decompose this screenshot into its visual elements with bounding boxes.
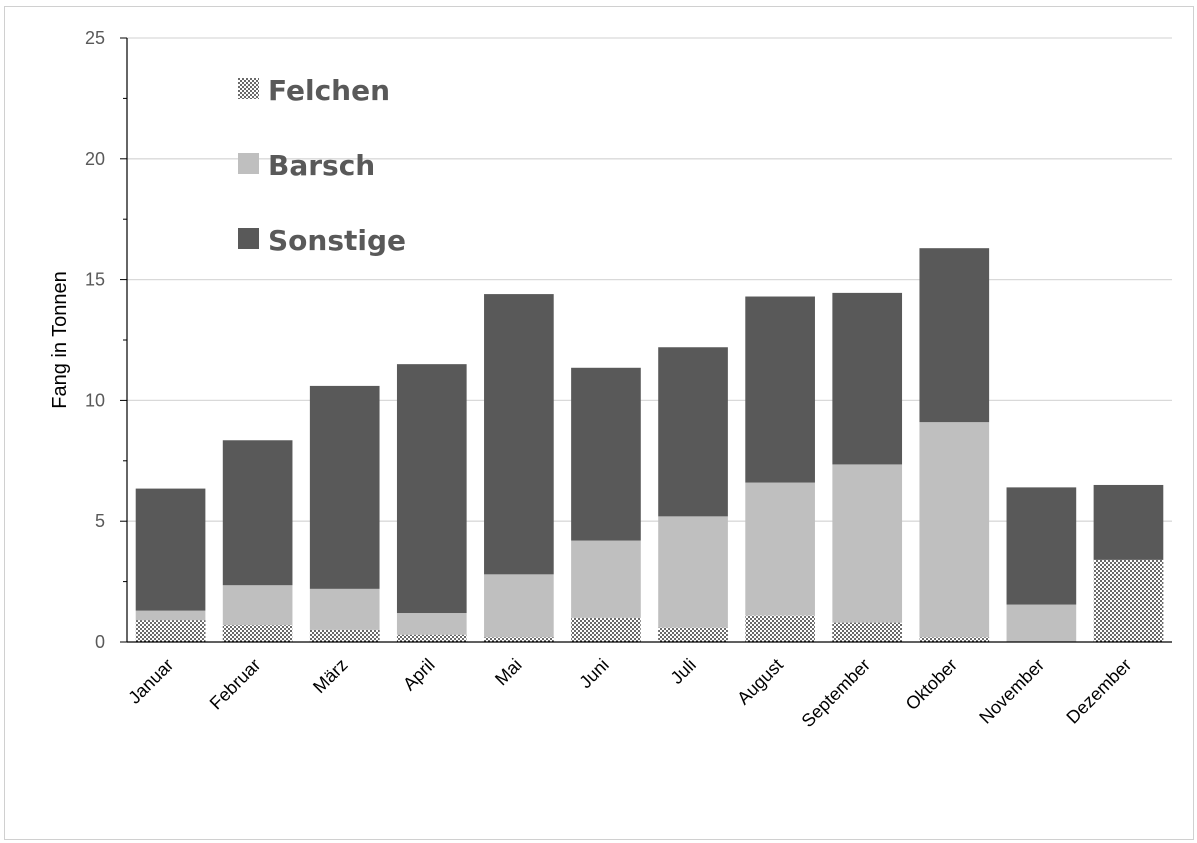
y-tick-label: 25 [85,28,105,48]
y-tick-labels: 0 5 10 15 20 25 [85,28,105,652]
x-tick-label: November [975,655,1048,728]
bars [135,248,1164,642]
bar-sonstige-juli [658,347,728,517]
x-tick-label: Juli [667,655,700,688]
bar-felchen-august [745,615,815,642]
bar-felchen-april [396,634,467,642]
bar-sonstige-september [832,292,903,465]
bar-barsch-januar [135,610,206,621]
bar-sonstige-mai [484,294,554,575]
bar-sonstige-februar [222,440,293,586]
bar-sonstige-april [396,364,467,614]
x-tick-label: März [309,655,351,697]
bar-barsch-juli [658,516,728,628]
x-tick-label: Oktober [902,655,961,714]
bar-sonstige-november [1006,487,1077,605]
bar-felchen-mai [484,637,554,642]
bar-felchen-oktober [919,637,990,642]
x-tick-labels: Januar Februar März April Mai Juni Juli August S… [124,655,1135,731]
bar-barsch-februar [222,585,293,626]
bar-barsch-juni [571,540,641,618]
legend-label-felchen: Felchen [268,74,390,107]
bar-barsch-september [832,464,903,623]
x-tick-label: April [399,655,439,695]
y-tick-label: 15 [85,270,105,290]
legend-swatch-felchen [238,78,259,99]
bar-felchen-september [832,622,903,642]
bar-sonstige-märz [309,385,380,589]
legend: Felchen Barsch Sonstige [238,74,406,257]
x-tick-label: August [733,655,787,709]
bar-barsch-märz [309,588,380,630]
bar-sonstige-august [745,296,815,483]
bar-sonstige-oktober [919,248,990,423]
bar-barsch-mai [484,574,554,638]
bar-felchen-märz [309,629,380,642]
legend-swatch-sonstige [238,228,259,249]
bar-sonstige-juni [571,367,641,541]
x-tick-label: Juni [575,655,612,692]
axes [120,37,1172,643]
legend-label-sonstige: Sonstige [268,224,406,257]
bar-barsch-april [396,613,467,635]
y-tick-label: 10 [85,390,105,410]
y-tick-label: 0 [95,632,105,652]
bar-felchen-februar [222,625,293,642]
x-tick-label: Januar [124,655,177,708]
x-tick-label: Februar [206,655,265,714]
y-axis-title: Fang in Tonnen [49,271,71,409]
bar-felchen-dezember [1093,559,1164,642]
legend-label-barsch: Barsch [268,149,375,182]
x-tick-label: September [798,655,874,731]
x-tick-label: Dezember [1062,655,1135,728]
x-tick-label: Mai [491,655,526,690]
bar-sonstige-dezember [1093,484,1164,560]
bar-felchen-juli [658,627,728,642]
gridlines [127,37,1172,522]
y-tick-label: 5 [95,511,105,531]
bar-sonstige-januar [135,488,206,611]
bar-barsch-august [745,482,815,616]
bar-felchen-januar [135,620,206,642]
bar-felchen-juni [571,617,641,642]
bar-barsch-oktober [919,422,990,638]
y-tick-label: 20 [85,149,105,169]
bar-barsch-november [1006,604,1077,642]
legend-swatch-barsch [238,153,259,174]
